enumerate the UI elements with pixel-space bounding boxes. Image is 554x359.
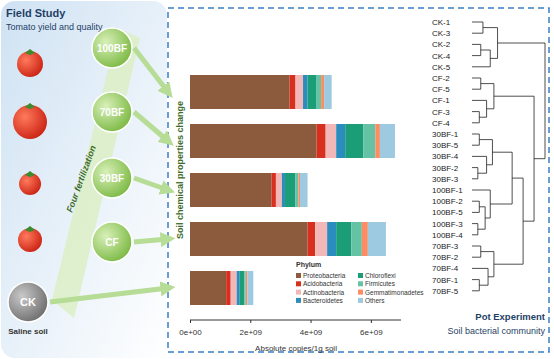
svg-text:Phylum: Phylum — [296, 261, 321, 269]
svg-text:Tomato yield and quality: Tomato yield and quality — [6, 22, 103, 32]
svg-text:CK: CK — [20, 296, 36, 308]
svg-text:70BF: 70BF — [100, 107, 124, 118]
svg-text:70BF-3: 70BF-3 — [432, 242, 459, 251]
svg-text:CF-3: CF-3 — [432, 108, 450, 117]
svg-text:Four fertilization: Four fertilization — [64, 144, 98, 214]
svg-text:70BF-5: 70BF-5 — [432, 287, 459, 296]
svg-text:30BF-1: 30BF-1 — [432, 130, 459, 139]
svg-text:2e+09: 2e+09 — [240, 328, 263, 337]
svg-text:30BF-2: 30BF-2 — [432, 164, 459, 173]
svg-text:30BF: 30BF — [100, 173, 124, 184]
svg-text:100BF-5: 100BF-5 — [432, 208, 463, 217]
svg-text:CK-1: CK-1 — [432, 18, 451, 27]
svg-text:Others: Others — [365, 297, 385, 304]
svg-text:Field Study: Field Study — [6, 7, 66, 19]
svg-text:Acidobacteria: Acidobacteria — [303, 280, 343, 287]
svg-text:70BF-1: 70BF-1 — [432, 276, 459, 285]
svg-text:30BF-5: 30BF-5 — [432, 141, 459, 150]
svg-text:Chloroflexi: Chloroflexi — [365, 272, 396, 279]
svg-text:70BF-2: 70BF-2 — [432, 253, 459, 262]
svg-text:Firmicutes: Firmicutes — [365, 280, 396, 287]
svg-text:Gemmatimonadetes: Gemmatimonadetes — [365, 289, 424, 296]
svg-text:6e+09: 6e+09 — [360, 328, 383, 337]
svg-text:CK-5: CK-5 — [432, 63, 451, 72]
svg-text:CK-2: CK-2 — [432, 40, 451, 49]
svg-text:Actinobacteria: Actinobacteria — [303, 289, 345, 296]
svg-text:100BF-4: 100BF-4 — [432, 231, 463, 240]
svg-text:CF-1: CF-1 — [432, 96, 450, 105]
svg-text:Bacteroidetes: Bacteroidetes — [303, 297, 343, 304]
svg-text:Soil bacterial community: Soil bacterial community — [447, 326, 545, 336]
svg-text:Pot Experiment: Pot Experiment — [475, 311, 546, 322]
svg-text:100BF-2: 100BF-2 — [432, 197, 463, 206]
svg-text:Absolute copies/1g soil: Absolute copies/1g soil — [255, 344, 337, 353]
svg-text:CF: CF — [105, 237, 118, 248]
svg-text:30BF-3: 30BF-3 — [432, 175, 459, 184]
svg-text:CK-4: CK-4 — [432, 52, 451, 61]
svg-text:Soil chemical properties chang: Soil chemical properties change — [175, 101, 185, 239]
svg-text:100BF: 100BF — [97, 43, 127, 54]
svg-text:30BF-4: 30BF-4 — [432, 152, 459, 161]
svg-text:CK-3: CK-3 — [432, 29, 451, 38]
svg-text:CF-2: CF-2 — [432, 74, 450, 83]
svg-text:CF-4: CF-4 — [432, 119, 450, 128]
svg-text:100BF-3: 100BF-3 — [432, 220, 463, 229]
svg-text:4e+09: 4e+09 — [300, 328, 323, 337]
svg-text:100BF-1: 100BF-1 — [432, 186, 463, 195]
svg-text:0e+00: 0e+00 — [179, 328, 202, 337]
svg-text:Proteobacteria: Proteobacteria — [303, 272, 346, 279]
svg-text:CF-5: CF-5 — [432, 85, 450, 94]
svg-text:70BF-4: 70BF-4 — [432, 264, 459, 273]
svg-text:Saline soil: Saline soil — [8, 327, 48, 336]
